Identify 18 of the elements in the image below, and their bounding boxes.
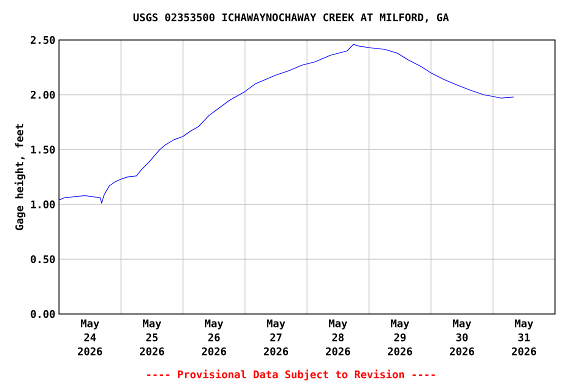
y-tick-label: 1.50 bbox=[31, 146, 55, 154]
y-tick-label: 2.50 bbox=[30, 36, 55, 44]
x-tick-label: May 24 2026 bbox=[78, 320, 102, 356]
text: ---- Provisional Data Subject to Revision ---- bbox=[147, 370, 435, 380]
x-tick-label: May 26 2026 bbox=[202, 320, 226, 356]
x-tick-label: May 28 2026 bbox=[326, 320, 350, 356]
line-series bbox=[59, 44, 514, 204]
chart-title: USGS 02353500 ICHAWAYNOCHAWAY CREEK AT MILFORD, GA bbox=[134, 13, 449, 23]
y-tick-label: 0.00 bbox=[30, 310, 55, 318]
x-tick-label: May 29 2026 bbox=[388, 320, 412, 356]
y-tick-label: 1.00 bbox=[31, 200, 55, 208]
x-tick-label: May 27 2026 bbox=[264, 320, 288, 356]
x-tick-label: May 30 2026 bbox=[450, 320, 474, 356]
x-tick-label: May 31 2026 bbox=[512, 320, 536, 356]
x-tick-label: May 25 2026 bbox=[140, 320, 164, 356]
y-tick-label: 0.50 bbox=[30, 255, 55, 264]
y-axis-title: Gage height, feet bbox=[14, 124, 26, 230]
y-tick-label: 2.00 bbox=[30, 90, 55, 99]
